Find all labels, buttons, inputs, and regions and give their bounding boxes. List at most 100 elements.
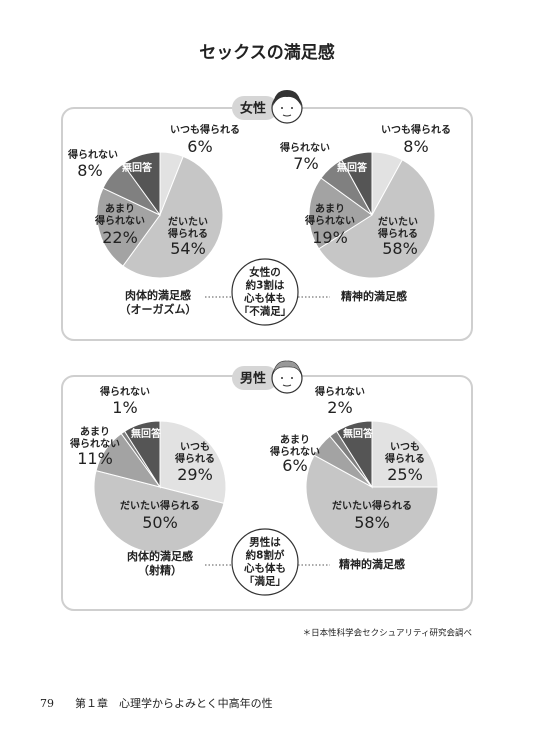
slice-label: あまり得られない <box>304 202 355 227</box>
slice-label: 得られない <box>279 141 330 154</box>
pie-slice <box>122 151 161 217</box>
pie-slice <box>318 159 436 279</box>
text-line: 無回答 <box>131 427 162 440</box>
note: 女性の約3割は心も体も「不満足」 <box>239 266 292 318</box>
chart-title: 精神的満足感 <box>339 557 405 571</box>
text-line: 8% <box>403 137 428 156</box>
value-label: 7% <box>293 154 318 173</box>
slice-label: だいたい得られる <box>167 216 208 240</box>
text-line: だいたい <box>168 216 208 228</box>
value-label: 8% <box>403 137 428 156</box>
text-line: 58% <box>382 239 418 258</box>
value-label: 58% <box>354 513 390 532</box>
text-line: 「不満足」 <box>239 305 292 318</box>
text-line: 得られない <box>69 437 120 450</box>
text-line: 2% <box>327 398 352 417</box>
text-line: あまり <box>80 425 110 438</box>
slice-label: あまり得られない <box>94 202 145 227</box>
value-label: 11% <box>77 449 113 468</box>
slice-label: あまり得られない <box>69 425 120 450</box>
text-line: あまり <box>315 202 345 215</box>
value-label: 25% <box>387 465 423 484</box>
text-line: 得られない <box>269 445 320 458</box>
value-label: 1% <box>112 398 137 417</box>
text-line: 29% <box>177 465 213 484</box>
pie-slice <box>340 151 373 216</box>
slice-label: 得られない <box>99 385 150 398</box>
slice-label: 得られない <box>314 385 365 398</box>
pie-slice <box>93 469 225 554</box>
note: 男性は約8割が心も体も「満足」 <box>244 536 286 588</box>
text-line: 8% <box>77 161 102 180</box>
text-line: 6% <box>187 137 212 156</box>
text-line: 1% <box>112 398 137 417</box>
pie-slice <box>371 420 439 488</box>
text-line: 無回答 <box>122 161 153 174</box>
value-label: 19% <box>312 228 348 247</box>
slice-label: あまり得られない <box>269 433 320 458</box>
text-line: 54% <box>170 239 206 258</box>
page-title: セックスの満足感 <box>199 42 335 63</box>
value-label: 50% <box>142 513 178 532</box>
text-line: 得られない <box>99 385 150 398</box>
note-circle <box>231 528 299 596</box>
text-line: 19% <box>312 228 348 247</box>
value-label: 8% <box>77 161 102 180</box>
text-line: 肉体的満足感 <box>127 549 193 563</box>
text-line: （オーガズム） <box>120 302 197 316</box>
panel-label: 女性 <box>240 101 266 117</box>
text-line: 得られない <box>314 385 365 398</box>
text-line: 心も体も <box>244 562 286 575</box>
text-line: だいたい得られる <box>332 499 412 512</box>
text-line: 「満足」 <box>244 575 286 588</box>
note-circle <box>231 258 299 326</box>
badge-men <box>232 360 303 394</box>
slice-label: だいたい得られる <box>120 499 200 512</box>
charts <box>93 151 439 554</box>
slice-label: いつも得られる <box>170 123 240 136</box>
badge-women <box>232 90 303 124</box>
text-line: 得られない <box>279 141 330 154</box>
text-line: あまり <box>280 433 310 446</box>
text-line: 男性は <box>249 536 281 549</box>
text-line: 肉体的満足感 <box>125 288 191 302</box>
text-line: 得られない <box>67 148 118 161</box>
text-line: 得られる <box>384 452 425 465</box>
value-label: 2% <box>327 398 352 417</box>
text-line: 58% <box>354 513 390 532</box>
text-line: いつも <box>180 441 210 453</box>
text-line: 25% <box>387 465 423 484</box>
slice-label: いつも得られる <box>384 441 425 465</box>
value-label: 6% <box>282 456 307 475</box>
chart-title: 肉体的満足感（オーガズム） <box>120 288 197 316</box>
pie-slice <box>159 420 227 505</box>
text-line: 得られる <box>167 227 208 240</box>
text-line: 22% <box>102 228 138 247</box>
text-line: 得られない <box>304 214 355 227</box>
text-line: いつも得られる <box>381 123 451 136</box>
value-label: 22% <box>102 228 138 247</box>
text-line: 得られる <box>174 452 215 465</box>
value-label: 58% <box>382 239 418 258</box>
text-line: 得られる <box>377 227 418 240</box>
text-line: 約8割が <box>246 549 285 562</box>
text-line: いつも <box>390 441 420 453</box>
slice-label: 無回答 <box>131 427 162 440</box>
slice-label: いつも得られる <box>381 123 451 136</box>
text-line: 心も体も <box>244 292 286 305</box>
text-line: 精神的満足感 <box>341 289 407 303</box>
text-line: いつも得られる <box>170 123 240 136</box>
text-line: あまり <box>105 202 135 215</box>
chart-title: 精神的満足感 <box>341 289 407 303</box>
pie-slice <box>335 420 373 489</box>
text-line: 無回答 <box>343 427 374 440</box>
pie-slice <box>122 155 224 279</box>
text-line: 無回答 <box>337 161 368 174</box>
value-label: 6% <box>187 137 212 156</box>
text-line: 7% <box>293 154 318 173</box>
pie-slice <box>123 420 161 489</box>
text-line: だいたい得られる <box>120 499 200 512</box>
slice-label: だいたい得られる <box>377 216 418 240</box>
slice-label: 無回答 <box>122 161 153 174</box>
slice-label: だいたい得られる <box>332 499 412 512</box>
